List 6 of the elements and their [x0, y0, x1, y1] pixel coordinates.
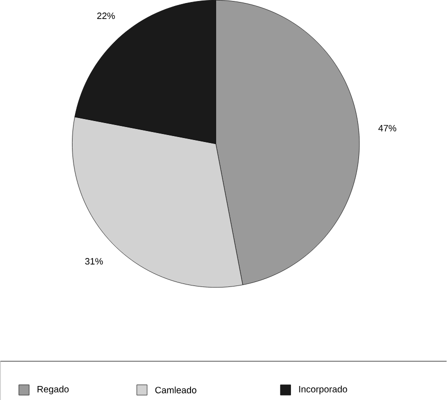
data-label: 31% — [85, 258, 103, 264]
legend-label: Regado — [38, 385, 69, 394]
legend-label: Camleado — [155, 386, 196, 394]
data-label: 47% — [378, 124, 396, 132]
legend-label: Incorporado — [299, 385, 348, 394]
data-label: 22% — [97, 12, 115, 19]
